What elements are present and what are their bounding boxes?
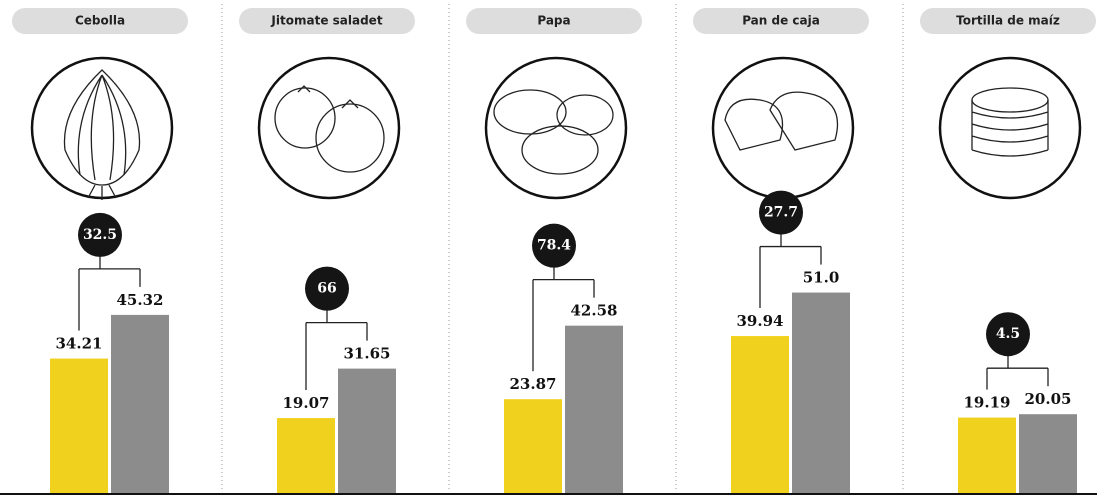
badge [78, 212, 122, 257]
value-label: 51.0 [803, 269, 840, 287]
bar [504, 399, 562, 493]
value-label: 45.32 [117, 291, 164, 309]
bar [338, 368, 396, 493]
badge [532, 223, 576, 268]
panel-title: Papa [537, 14, 570, 28]
panel-title: Jitomate saladet [270, 14, 382, 28]
title-pill [12, 8, 188, 34]
value-label: 23.87 [510, 375, 557, 393]
badge-value: 78.4 [537, 238, 571, 254]
value-label: 19.07 [283, 394, 330, 412]
title-pill [466, 8, 642, 34]
value-label: 20.05 [1025, 390, 1072, 408]
title-pill [920, 8, 1096, 34]
bar [731, 336, 789, 493]
bar [565, 325, 623, 493]
bar [111, 314, 169, 493]
badge-value: 66 [317, 281, 336, 297]
panel-title: Tortilla de maíz [956, 14, 1060, 28]
bar [277, 418, 335, 493]
illustrations [30, 56, 1082, 200]
panel-title: Cebolla [75, 14, 125, 28]
panel-title: Pan de caja [742, 14, 820, 28]
bar [50, 358, 108, 493]
value-label: 42.58 [571, 302, 618, 320]
value-label: 31.65 [344, 345, 391, 363]
badge [759, 190, 803, 235]
badge [986, 312, 1030, 357]
badge-value: 27.7 [764, 205, 798, 221]
bar [1019, 414, 1077, 493]
bar [958, 417, 1016, 493]
title-pill [693, 8, 869, 34]
bar [792, 292, 850, 493]
value-label: 19.19 [964, 394, 1011, 412]
title-pill [239, 8, 415, 34]
badge-value: 32.5 [83, 227, 117, 243]
value-label: 34.21 [56, 335, 103, 353]
value-label: 39.94 [737, 312, 784, 330]
badge [305, 266, 349, 311]
badge-value: 4.5 [996, 326, 1020, 342]
